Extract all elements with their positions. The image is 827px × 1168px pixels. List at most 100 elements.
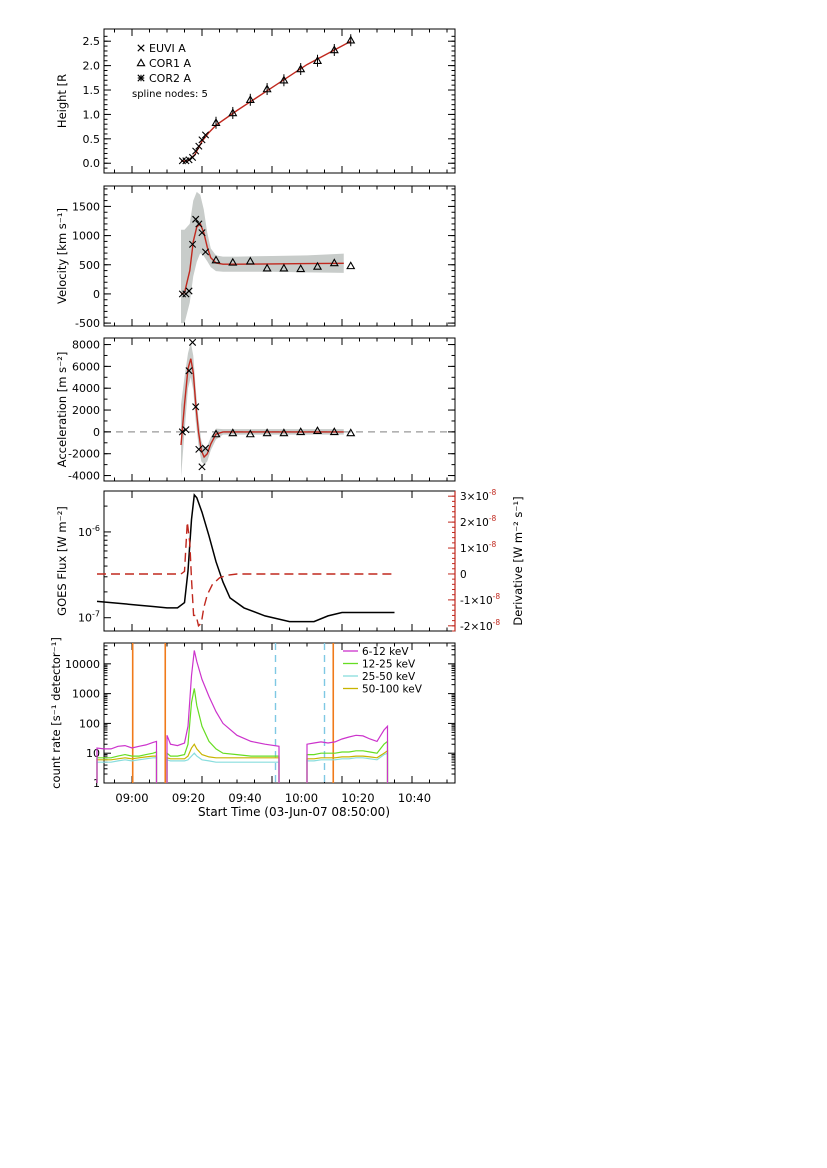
y2-tick-exponent: -8 [489, 540, 497, 549]
y-tick-label: -500 [75, 317, 100, 330]
x-axis-label: Start Time (03-Jun-07 08:50:00) [198, 805, 390, 819]
triangle-marker [211, 255, 221, 264]
x-marker [192, 147, 200, 155]
triangle-marker [262, 84, 272, 93]
y-tick-exponent: -7 [92, 610, 100, 619]
triangle-marker [279, 75, 289, 84]
y2-tick-exponent: -8 [489, 514, 497, 523]
y2-tick-label: -1×10-8 [460, 592, 500, 607]
x-tick-label: 09:40 [228, 791, 261, 805]
y2-tick-label: -2×10-8 [460, 618, 500, 633]
legend-label: 50-100 keV [362, 684, 423, 696]
uncertainty-band [181, 191, 344, 324]
x-marker [198, 136, 206, 144]
legend: EUVI A COR1 A COR2 A spline nodes: 5 [132, 42, 208, 100]
rhessi-series-line [96, 740, 158, 783]
y-tick-label: 0 [93, 426, 100, 439]
y-tick-label: 500 [79, 259, 100, 272]
y-axis-label: Height [R [55, 74, 69, 128]
rhessi-series-line [166, 743, 280, 783]
x-marker [188, 153, 197, 161]
x-marker [188, 240, 197, 248]
plot-frame [103, 28, 456, 174]
triangle-marker [136, 58, 146, 67]
spline-fit [180, 358, 344, 459]
y-axis-label: count rate [s⁻¹ detector⁻¹] [49, 637, 63, 789]
y-tick-label: 10-6 [78, 524, 100, 539]
y-axis-label: Velocity [km s⁻¹] [55, 208, 69, 304]
triangle-marker [245, 429, 255, 438]
x-marker [198, 229, 206, 237]
y-tick-label: 1500 [72, 200, 100, 213]
y-tick-label: 2.0 [83, 60, 101, 73]
x-tick-label: 09:00 [115, 791, 148, 805]
uncertainty-band [181, 342, 344, 478]
plot-frame [103, 185, 456, 327]
rhessi-series-line [166, 688, 280, 783]
y-tick-label: 2.5 [83, 35, 101, 48]
rhessi-series-line [306, 740, 389, 783]
legend-label: 12-25 keV [362, 659, 416, 671]
y2-tick-label: 1×10-8 [460, 540, 497, 555]
triangle-marker [329, 427, 339, 436]
spline-fit [180, 222, 344, 295]
x-marker [201, 444, 210, 452]
rhessi-series-line [306, 752, 389, 783]
triangle-marker [346, 35, 356, 44]
legend-label: EUVI A [149, 42, 186, 55]
y-tick-label: 0.5 [83, 133, 101, 146]
y2-tick-exponent: -8 [493, 618, 501, 627]
triangle-marker [312, 56, 323, 64]
legend-label: 6-12 keV [362, 646, 409, 658]
triangle-marker [296, 427, 306, 436]
triangle-marker [279, 263, 289, 272]
y-tick-label: 1000 [72, 688, 100, 701]
x-marker [195, 445, 203, 453]
panel-height: 0.0 0.5 1.0 1.5 2.0 2.5 Height [R EUVI A COR1 A C… [55, 28, 456, 174]
goes-derivative-line [97, 522, 395, 628]
x-marker [201, 131, 210, 139]
x-marker [195, 142, 203, 150]
triangle-marker [296, 264, 306, 273]
x-marker [198, 463, 206, 471]
y-tick-label: 1.0 [83, 108, 101, 121]
triangle-marker [262, 428, 272, 437]
x-tick-label: 10:00 [285, 791, 318, 805]
asterisk-marker [137, 74, 145, 82]
y-tick-exponent: -6 [92, 524, 100, 533]
y-tick-label: 10000 [65, 658, 100, 671]
x-marker [188, 338, 197, 346]
panel-goes: 10-6 10-7 GOES Flux [W m⁻²] 3×10-8 2×10-8 1×1… [55, 488, 525, 633]
plot-frame [103, 490, 456, 632]
rhessi-series-line [96, 755, 158, 783]
triangle-marker [329, 258, 339, 267]
triangle-marker [228, 428, 238, 437]
y-tick-label: 0.0 [83, 157, 101, 170]
x-marker [178, 428, 186, 436]
x-tick-label: 10:40 [398, 791, 431, 805]
triangle-marker [346, 261, 356, 270]
triangle-marker [329, 45, 339, 54]
x-marker [201, 248, 210, 256]
y2-tick-exponent: -8 [489, 488, 497, 497]
triangle-marker [245, 95, 255, 104]
y-axis-label: GOES Flux [W m⁻²] [55, 506, 69, 616]
x-tick-label: 09:20 [172, 791, 205, 805]
y-tick-label: 4000 [72, 382, 100, 395]
rhessi-series-line [96, 751, 158, 783]
y-tick-label: 6000 [72, 360, 100, 373]
x-marker [185, 287, 193, 295]
y2-axis-label: Derivative [W m⁻² s⁻¹] [511, 496, 525, 625]
goes-flux-line [96, 493, 395, 623]
triangle-marker [346, 428, 356, 437]
y-tick-label: -4000 [68, 470, 100, 483]
y2-tick-label: 3×10-8 [460, 488, 497, 503]
y-tick-label: 1000 [72, 230, 100, 243]
rhessi-series-line [306, 749, 389, 783]
y-tick-label: 10-7 [78, 610, 100, 625]
y2-tick-label: 0 [460, 569, 467, 581]
triangle-marker [312, 261, 323, 270]
